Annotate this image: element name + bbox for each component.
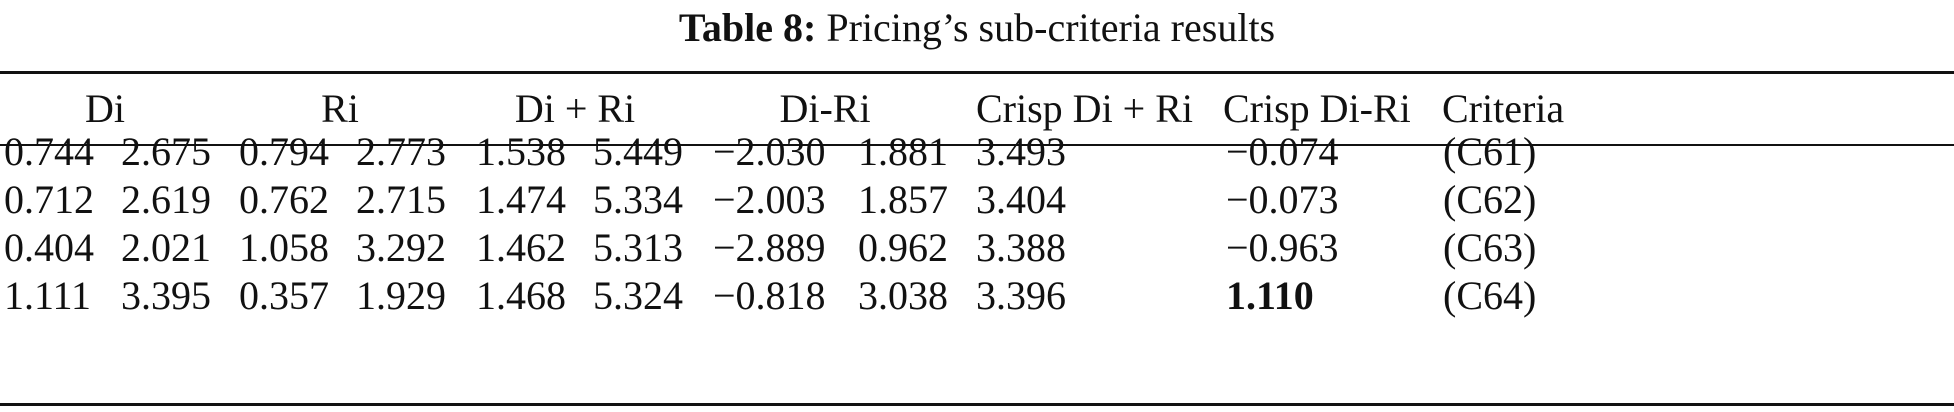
table-cell: 0.762 bbox=[239, 177, 329, 222]
table-cell: −0.818 bbox=[713, 273, 826, 318]
table-cell: 1.058 bbox=[239, 225, 329, 270]
table-cell: 2.619 bbox=[121, 177, 211, 222]
table-cell: 2.773 bbox=[356, 129, 446, 174]
table-cell: 5.313 bbox=[593, 225, 683, 270]
table-cell: 2.675 bbox=[121, 129, 211, 174]
table-cell: −2.003 bbox=[713, 177, 826, 222]
table-cell: 0.357 bbox=[239, 273, 329, 318]
table-cell: 5.449 bbox=[593, 129, 683, 174]
header-di-minus-ri: Di-Ri bbox=[779, 86, 871, 131]
table-cell: 1.474 bbox=[476, 177, 566, 222]
table-cell: 3.038 bbox=[858, 273, 948, 318]
table-cell: 3.396 bbox=[976, 273, 1066, 318]
table-cell: (C64) bbox=[1443, 273, 1537, 318]
header-di: Di bbox=[85, 86, 125, 131]
table-cell: 5.324 bbox=[593, 273, 683, 318]
header-crisp-di-minus-ri: Crisp Di-Ri bbox=[1223, 86, 1411, 131]
table-cell: 3.404 bbox=[976, 177, 1066, 222]
table-cell: 1.538 bbox=[476, 129, 566, 174]
table-title: Pricing’s sub-criteria results bbox=[826, 5, 1276, 50]
table-cell: 5.334 bbox=[593, 177, 683, 222]
table-cell: 2.021 bbox=[121, 225, 211, 270]
table-cell: −0.073 bbox=[1226, 177, 1339, 222]
table-cell: 0.794 bbox=[239, 129, 329, 174]
table-cell: −0.074 bbox=[1226, 129, 1339, 174]
table-cell: 1.111 bbox=[4, 273, 92, 318]
table-cell: 0.744 bbox=[4, 129, 94, 174]
bottom-rule bbox=[0, 403, 1954, 406]
header-crisp-di-plus-ri: Crisp Di + Ri bbox=[976, 86, 1194, 131]
header-rule bbox=[0, 144, 1954, 146]
table-cell: 1.881 bbox=[858, 129, 948, 174]
table-cell: 1.929 bbox=[356, 273, 446, 318]
table-cell: (C61) bbox=[1443, 129, 1537, 174]
table-cell: 1.857 bbox=[858, 177, 948, 222]
table-cell: 1.468 bbox=[476, 273, 566, 318]
header-di-plus-ri: Di + Ri bbox=[514, 86, 636, 131]
table-cell-highlighted: 1.110 bbox=[1226, 273, 1314, 318]
table-cell: 3.292 bbox=[356, 225, 446, 270]
table-cell: 3.395 bbox=[121, 273, 211, 318]
top-rule bbox=[0, 71, 1954, 74]
table-cell: 1.462 bbox=[476, 225, 566, 270]
table-cell: (C62) bbox=[1443, 177, 1537, 222]
table-cell: 3.493 bbox=[976, 129, 1066, 174]
table-label: Table 8: bbox=[678, 5, 817, 50]
table-cell: 0.712 bbox=[4, 177, 94, 222]
table-cell: 0.404 bbox=[4, 225, 94, 270]
table-cell: 2.715 bbox=[356, 177, 446, 222]
table-cell: (C63) bbox=[1443, 225, 1537, 270]
table-cell: −2.889 bbox=[713, 225, 826, 270]
header-criteria: Criteria bbox=[1442, 86, 1565, 131]
table-cell: 3.388 bbox=[976, 225, 1066, 270]
table-cell: 0.962 bbox=[858, 225, 948, 270]
table-cell: −0.963 bbox=[1226, 225, 1339, 270]
table-cell: −2.030 bbox=[713, 129, 826, 174]
table-caption: Table 8: Pricing’s sub-criteria results bbox=[0, 4, 1954, 52]
header-ri: Ri bbox=[321, 86, 359, 131]
